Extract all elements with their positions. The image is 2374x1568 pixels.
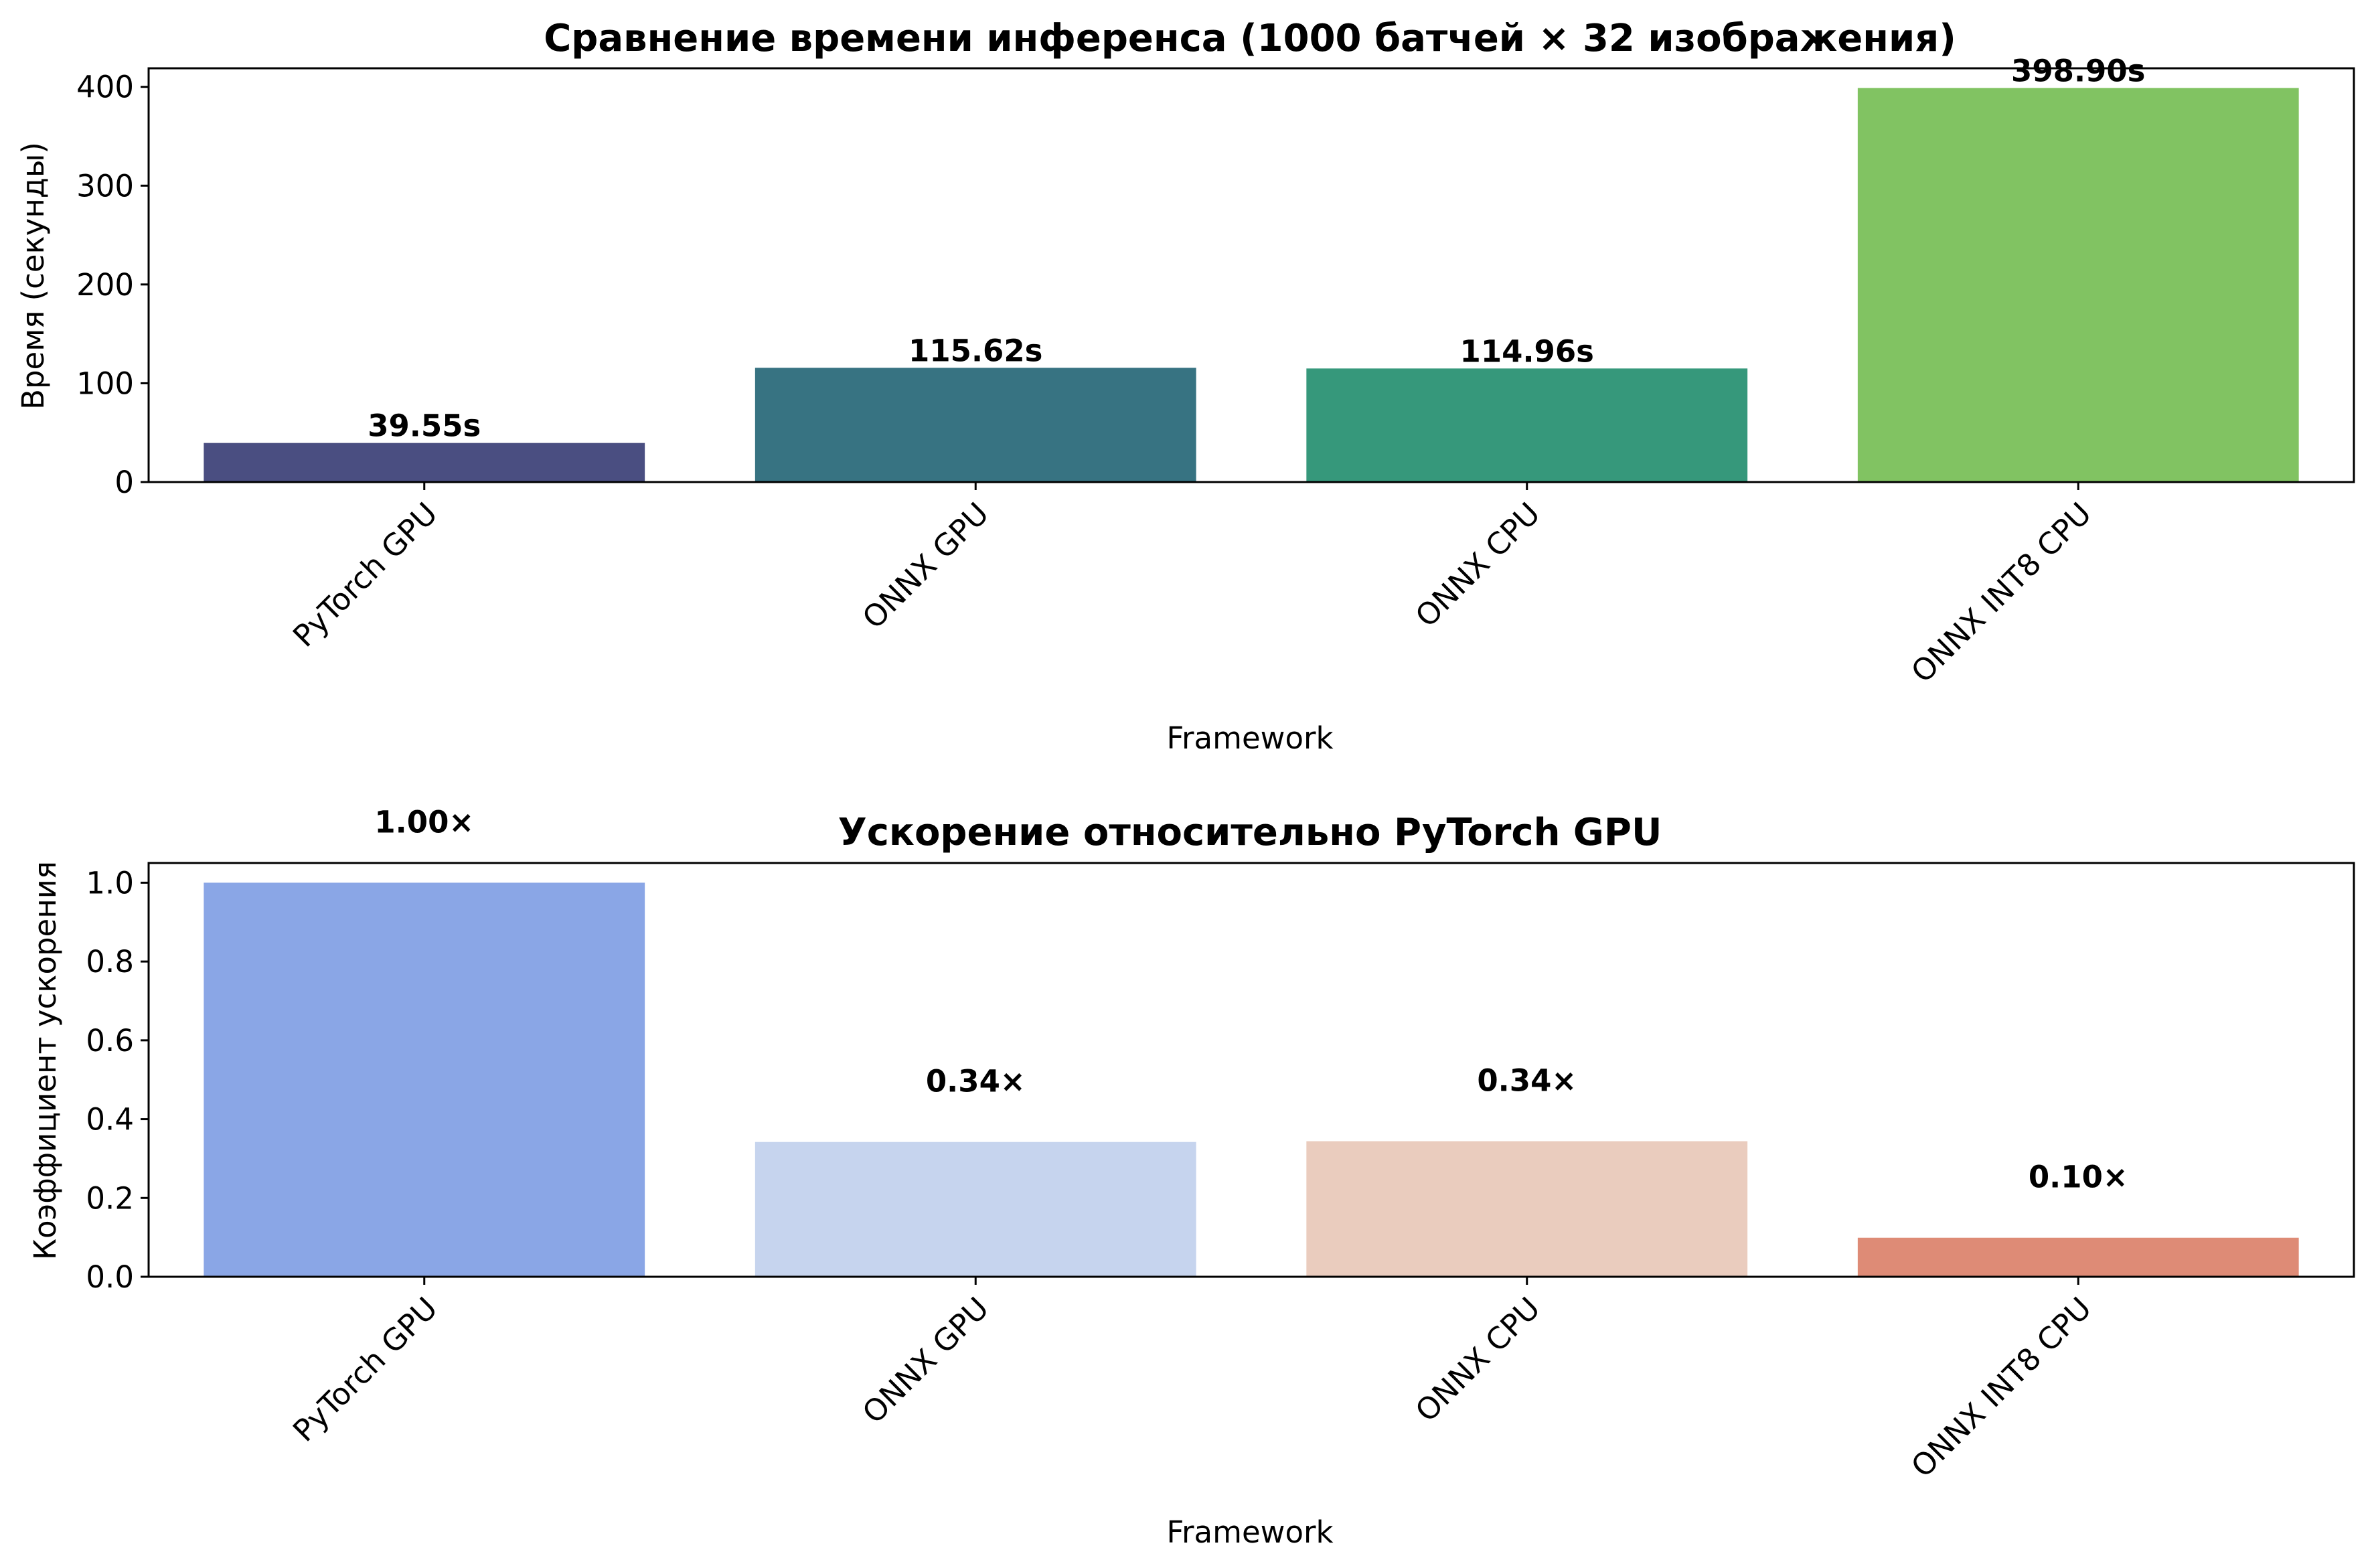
bar-group <box>204 882 2299 1277</box>
bar-pytorch-gpu <box>204 882 645 1277</box>
chart-title: Сравнение времени инференса (1000 батчей… <box>544 17 1956 60</box>
bar-onnx-int8-cpu <box>1857 88 2299 482</box>
bar-group <box>204 88 2299 482</box>
y-tick-label: 0.6 <box>86 1023 134 1059</box>
y-tick-label: 300 <box>76 168 134 204</box>
y-tick-label: 0.2 <box>86 1180 134 1216</box>
bar-value-label: 1.00× <box>374 804 474 840</box>
bar-onnx-cpu <box>1306 1141 1748 1277</box>
y-tick-label: 400 <box>76 70 134 105</box>
bar-value-labels: 39.55s 115.62s 114.96s 398.90s <box>368 53 2145 443</box>
bar-value-labels: 1.00× 0.34× 0.34× 0.10× <box>374 804 2128 1194</box>
y-tick-label: 0.8 <box>86 944 134 979</box>
bar-onnx-gpu <box>755 368 1196 482</box>
y-axis-label: Коэффициент ускорения <box>27 861 63 1260</box>
x-axis-label: Framework <box>1166 1514 1333 1550</box>
y-tick-label: 1.0 <box>86 865 134 900</box>
y-tick-label: 0.0 <box>86 1259 134 1295</box>
bar-value-label: 398.90s <box>2011 53 2145 88</box>
bar-value-label: 0.10× <box>2029 1160 2128 1195</box>
y-tick-label: 200 <box>76 267 134 303</box>
bar-onnx-gpu <box>755 1142 1196 1277</box>
bar-value-label: 115.62s <box>908 333 1042 368</box>
y-tick-label: 100 <box>76 366 134 401</box>
bar-value-label: 39.55s <box>368 408 481 444</box>
bar-value-label: 0.34× <box>1477 1063 1577 1099</box>
bar-pytorch-gpu <box>204 443 645 482</box>
bar-onnx-cpu <box>1306 368 1748 482</box>
y-tick-label: 0 <box>114 465 134 500</box>
y-axis-label: Время (секунды) <box>15 142 51 410</box>
bar-onnx-int8-cpu <box>1857 1237 2299 1277</box>
bar-value-label: 0.34× <box>926 1064 1026 1099</box>
plot-frame <box>147 67 2355 483</box>
y-axis-ticks: 0 100 200 300 400 <box>76 70 149 500</box>
plot-frame <box>147 862 2355 1278</box>
chart-title: Ускорение относительно PyTorch GPU <box>838 811 1662 854</box>
y-axis-ticks: 0.0 0.2 0.4 0.6 0.8 1.0 <box>86 865 149 1295</box>
bar-value-label: 114.96s <box>1460 333 1594 369</box>
x-axis-label: Framework <box>1166 720 1333 756</box>
y-tick-label: 0.4 <box>86 1102 134 1138</box>
